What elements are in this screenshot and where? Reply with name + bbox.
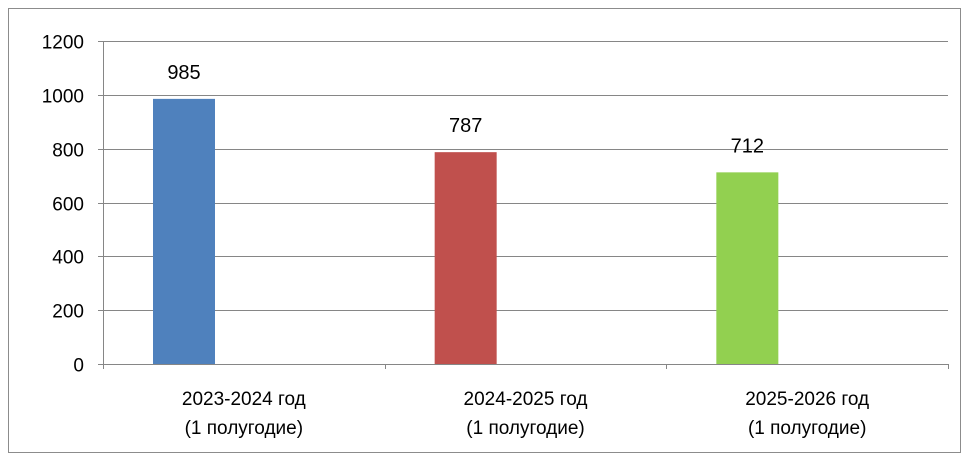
bar — [434, 152, 497, 364]
data-label: 712 — [731, 135, 764, 157]
data-label: 787 — [449, 115, 482, 137]
x-category-label: (1 полугодие) — [748, 418, 866, 439]
y-tick-label: 200 — [52, 302, 84, 323]
x-category-label: (1 полугодие) — [466, 418, 584, 439]
y-tick-label: 0 — [73, 356, 84, 377]
x-category-label: 2023-2024 год — [182, 389, 306, 410]
y-tick-label: 1200 — [42, 33, 84, 54]
y-tick-label: 800 — [52, 141, 84, 162]
bar — [153, 98, 215, 364]
y-tick-label: 1000 — [42, 87, 84, 108]
y-tick-label: 400 — [52, 248, 84, 269]
x-category-label: 2025-2026 год — [745, 389, 869, 410]
x-category-label: (1 полугодие) — [185, 418, 303, 439]
bar — [716, 172, 779, 364]
y-tick-label: 600 — [52, 195, 84, 216]
data-label: 985 — [167, 62, 200, 84]
x-category-label: 2024-2025 год — [464, 389, 588, 410]
